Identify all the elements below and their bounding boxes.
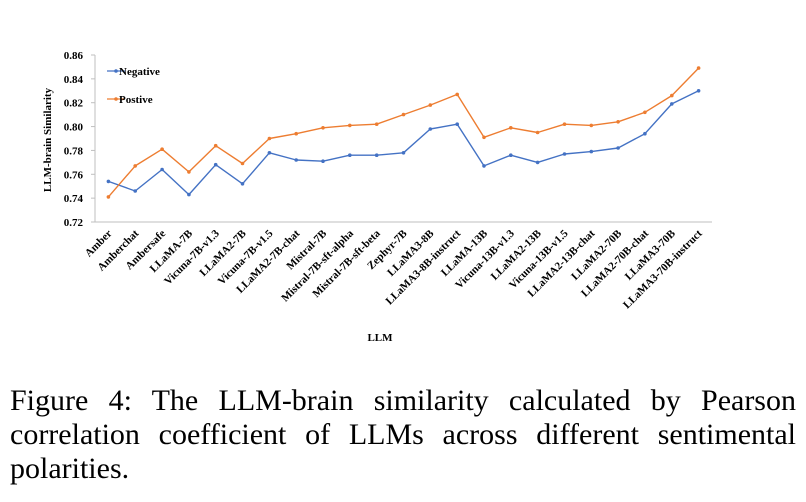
y-tick-label: 0.80 — [64, 122, 84, 134]
y-tick-label: 0.74 — [64, 193, 84, 205]
legend-marker-positive — [114, 97, 118, 101]
data-point-negative — [509, 153, 513, 157]
data-point-negative — [213, 162, 218, 167]
data-point-negative — [160, 167, 164, 172]
data-point-postive — [535, 130, 540, 135]
x-axis-title: LLM — [367, 332, 393, 344]
data-point-negative — [643, 131, 647, 136]
legend-label-negative: Negative — [119, 66, 160, 78]
y-tick-label: 0.72 — [64, 217, 84, 229]
series-line-negative — [108, 90, 699, 196]
series-line-postive — [107, 67, 700, 198]
data-point-postive — [106, 195, 111, 199]
y-axis-title: LLM-brain Similarity — [42, 87, 54, 192]
data-point-postive — [428, 103, 433, 107]
y-tick-label: 0.78 — [64, 145, 84, 157]
data-point-negative — [562, 152, 567, 156]
data-point-postive — [321, 126, 325, 130]
data-point-postive — [482, 135, 486, 140]
data-point-negative — [428, 127, 433, 131]
data-point-negative — [321, 159, 325, 163]
data-point-negative — [535, 160, 540, 165]
data-point-postive — [401, 112, 406, 117]
data-point-postive — [509, 126, 513, 130]
data-point-postive — [294, 131, 299, 136]
data-point-negative — [455, 122, 460, 126]
data-point-postive — [240, 161, 245, 166]
data-point-negative — [187, 192, 191, 197]
data-point-negative — [589, 149, 594, 154]
data-point-negative — [106, 179, 111, 184]
data-point-negative — [374, 153, 379, 157]
line-chart: 0.72 0.74 0.76 0.78 0.80 0.82 0.84 0.86 AmberAm… — [42, 50, 712, 344]
y-tick-label: 0.82 — [64, 98, 84, 110]
legend-label-positive: Postive — [119, 94, 153, 106]
data-point-postive — [562, 122, 567, 126]
data-point-negative — [401, 151, 406, 155]
data-point-postive — [643, 110, 647, 115]
legend: Negative Postive — [107, 66, 160, 106]
figure-caption: Figure 4: The LLM-brain similarity calcu… — [10, 384, 796, 485]
data-point-negative — [133, 189, 137, 193]
data-point-negative — [267, 151, 272, 155]
data-point-negative — [348, 153, 352, 157]
data-point-postive — [187, 170, 191, 174]
data-point-postive — [670, 93, 674, 98]
data-point-negative — [294, 158, 299, 162]
y-ticks: 0.72 0.74 0.76 0.78 0.80 0.82 0.84 0.86 — [64, 50, 95, 229]
data-point-postive — [696, 66, 701, 70]
data-point-postive — [133, 164, 137, 168]
y-tick-label: 0.76 — [64, 169, 84, 181]
data-point-postive — [160, 147, 164, 151]
data-point-postive — [589, 123, 594, 128]
data-point-postive — [213, 143, 218, 148]
data-point-negative — [240, 182, 245, 186]
series-layer — [106, 66, 701, 199]
data-point-postive — [455, 92, 460, 97]
y-tick-label: 0.84 — [64, 74, 84, 86]
data-point-negative — [670, 102, 674, 106]
x-ticks: AmberAmberchatAmbersafeLLaMA-7BVicuna-7B… — [83, 227, 705, 311]
data-point-negative — [482, 164, 486, 168]
axes — [94, 55, 712, 223]
data-point-postive — [348, 123, 352, 128]
data-point-postive — [374, 122, 379, 126]
y-tick-label: 0.86 — [64, 50, 84, 62]
data-point-negative — [616, 146, 620, 150]
data-point-postive — [616, 120, 620, 124]
data-point-negative — [696, 89, 701, 93]
legend-marker-negative — [114, 69, 118, 73]
data-point-postive — [267, 136, 272, 141]
